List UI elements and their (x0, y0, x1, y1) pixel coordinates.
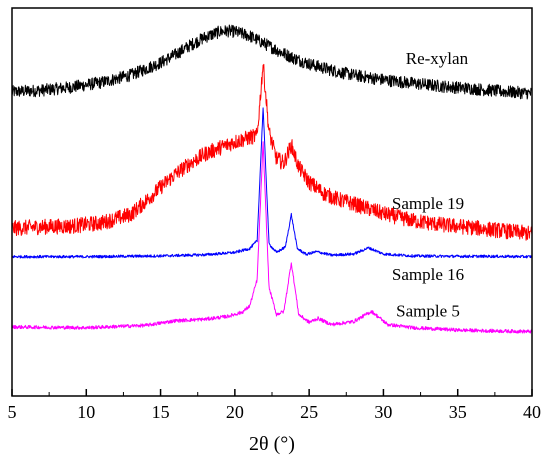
x-tick-label: 40 (523, 402, 541, 422)
series-labels: Re-xylan Sample 19 Sample 16 Sample 5 (392, 49, 469, 321)
label-sample-16: Sample 16 (392, 265, 464, 284)
series-sample-16 (11, 107, 533, 259)
x-tick-label: 25 (300, 402, 318, 422)
label-sample-5: Sample 5 (396, 301, 460, 320)
x-tick-label: 5 (8, 402, 17, 422)
series-sample-5 (11, 141, 533, 334)
x-tick-label: 20 (226, 402, 244, 422)
x-tick-label: 15 (152, 402, 170, 422)
label-re-xylan: Re-xylan (406, 49, 469, 68)
series-layer (11, 24, 533, 334)
x-axis: 5 10 15 20 25 30 35 40 (8, 389, 541, 422)
series-re-xylan (11, 24, 533, 100)
series-sample-19 (11, 63, 533, 241)
label-sample-19: Sample 19 (392, 194, 464, 213)
x-axis-label: 2θ (°) (249, 433, 295, 455)
x-tick-label: 35 (449, 402, 467, 422)
x-tick-label: 30 (374, 402, 392, 422)
x-tick-label: 10 (77, 402, 95, 422)
